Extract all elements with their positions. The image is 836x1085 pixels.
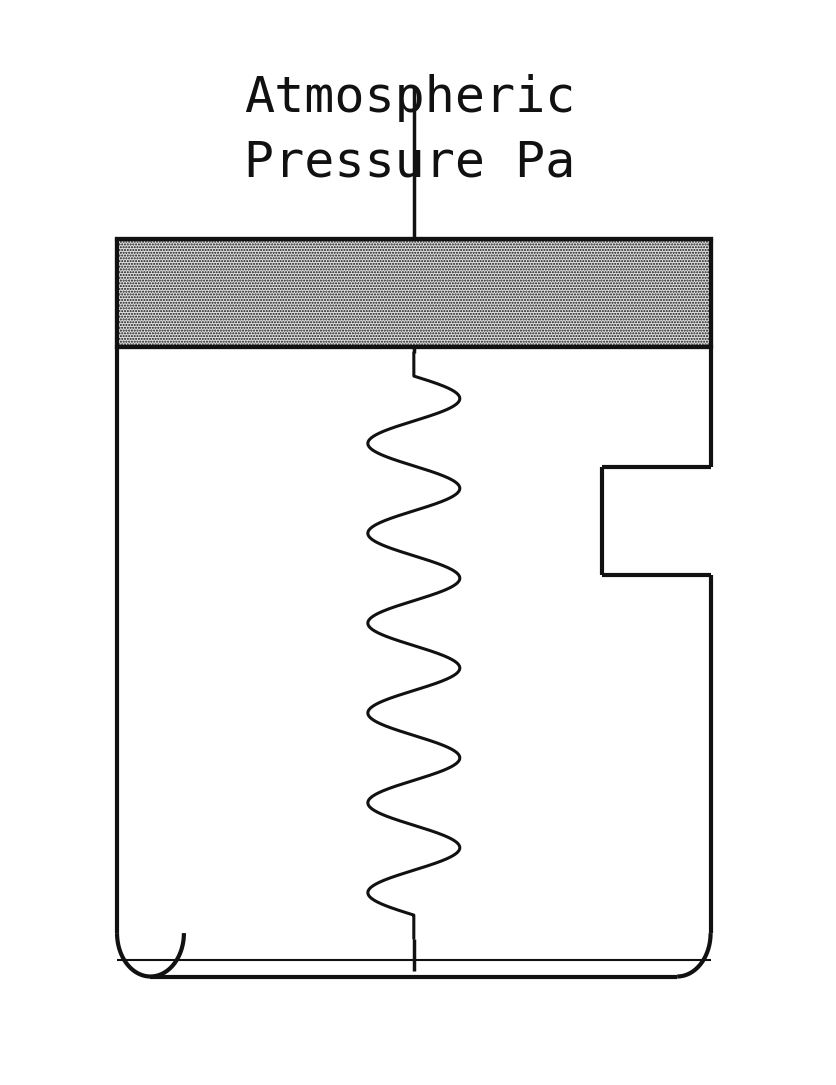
Text: Atmospheric: Atmospheric: [244, 74, 575, 122]
Text: Pressure Pa: Pressure Pa: [244, 139, 575, 187]
Bar: [117, 239, 711, 347]
